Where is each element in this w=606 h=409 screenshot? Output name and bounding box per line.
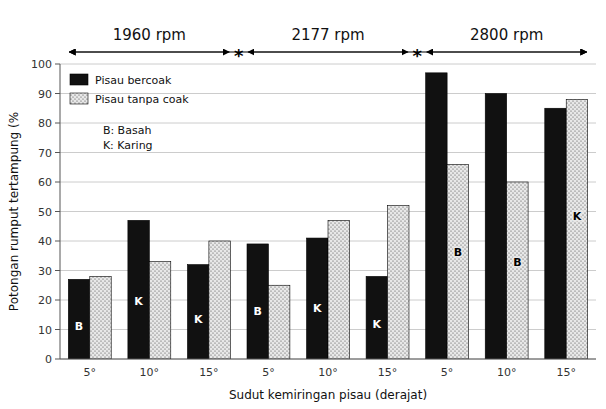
bar bbox=[209, 241, 230, 359]
bar bbox=[128, 220, 149, 359]
span-arrow bbox=[69, 52, 586, 53]
bar-label: K bbox=[194, 313, 203, 326]
y-tick bbox=[55, 241, 60, 242]
bar bbox=[247, 244, 268, 359]
y-tick-label: 80 bbox=[38, 117, 52, 130]
group-separator: * bbox=[413, 45, 423, 66]
annotation: B: Basah K: Karing bbox=[103, 124, 153, 152]
y-tick bbox=[55, 152, 60, 153]
bar bbox=[187, 265, 208, 359]
bar-label: K bbox=[134, 295, 143, 308]
bar-label: B bbox=[454, 246, 462, 259]
y-axis-label: Potongan rumput tertampung (% bbox=[7, 112, 21, 311]
bar bbox=[507, 182, 528, 359]
bar-label: K bbox=[373, 318, 382, 331]
y-tick-label: 90 bbox=[38, 88, 52, 101]
legend-swatch bbox=[70, 74, 88, 85]
y-tick-label: 60 bbox=[38, 176, 52, 189]
bar bbox=[307, 238, 328, 359]
y-tick bbox=[55, 329, 60, 330]
y-axis bbox=[60, 64, 61, 359]
y-tick-label: 0 bbox=[45, 353, 52, 366]
y-tick-label: 100 bbox=[31, 58, 52, 71]
x-tick-label: 15° bbox=[556, 366, 576, 379]
legend-label: Pisau bercoak bbox=[95, 74, 172, 87]
group-label: 1960 rpm bbox=[113, 26, 186, 44]
x-axis-label: Sudut kemiringan pisau (derajat) bbox=[229, 388, 427, 402]
group-arrow bbox=[69, 52, 229, 53]
grid: 0 10 20 30 40 50 60 70 80 90 100 bbox=[31, 58, 596, 366]
bar bbox=[485, 94, 506, 360]
grid-line bbox=[60, 152, 596, 153]
bar bbox=[566, 99, 587, 359]
x-tick-label: 10° bbox=[140, 366, 160, 379]
y-tick bbox=[55, 211, 60, 212]
y-tick-label: 10 bbox=[38, 324, 52, 337]
bar bbox=[366, 276, 387, 359]
y-tick bbox=[55, 123, 60, 124]
legend-label: Pisau tanpa coak bbox=[95, 93, 189, 106]
x-axis bbox=[60, 359, 596, 360]
y-tick bbox=[55, 182, 60, 183]
x-tick-label: 5° bbox=[262, 366, 275, 379]
bar bbox=[328, 220, 349, 359]
legend-swatch bbox=[70, 93, 88, 104]
bar bbox=[149, 262, 170, 359]
annotation-line: K: Karing bbox=[103, 139, 153, 152]
bar bbox=[90, 276, 111, 359]
bars bbox=[68, 73, 587, 359]
bar-label: B bbox=[254, 305, 262, 318]
y-tick bbox=[55, 300, 60, 301]
x-tick-label: 5° bbox=[84, 366, 97, 379]
grid-line bbox=[60, 64, 596, 65]
x-tick-label: 5° bbox=[441, 366, 454, 379]
bar bbox=[268, 285, 289, 359]
bar bbox=[426, 73, 447, 359]
y-tick bbox=[55, 64, 60, 65]
x-tick-label: 15° bbox=[199, 366, 219, 379]
y-tick-label: 40 bbox=[38, 235, 52, 248]
chart: 0 10 20 30 40 50 60 70 80 90 100 B K K B K K B B K 5° 10° 15° 5… bbox=[0, 0, 606, 409]
group-arrows: 1960 rpm 2177 rpm 2800 rpm * * bbox=[69, 26, 586, 66]
x-tick-label: 15° bbox=[378, 366, 398, 379]
bar-label: K bbox=[313, 302, 322, 315]
group-label: 2177 rpm bbox=[291, 26, 364, 44]
bar bbox=[68, 279, 89, 359]
y-tick bbox=[55, 359, 60, 360]
x-tick-label: 10° bbox=[318, 366, 338, 379]
group-arrow bbox=[427, 52, 587, 53]
bar bbox=[447, 164, 468, 359]
legend: Pisau bercoak Pisau tanpa coak bbox=[70, 74, 189, 106]
bar bbox=[388, 206, 409, 359]
bar-labels: B K K B K K B B K bbox=[75, 210, 582, 332]
x-tick-label: 10° bbox=[497, 366, 517, 379]
y-tick-label: 20 bbox=[38, 294, 52, 307]
group-arrow bbox=[248, 52, 408, 53]
group-separator: * bbox=[234, 45, 244, 66]
y-tick-label: 50 bbox=[38, 206, 52, 219]
bar-label: K bbox=[573, 210, 582, 223]
bar bbox=[545, 108, 566, 359]
y-tick-label: 30 bbox=[38, 265, 52, 278]
grid-line bbox=[60, 359, 596, 360]
bar-label: B bbox=[75, 320, 83, 333]
y-tick bbox=[55, 93, 60, 94]
y-tick-label: 70 bbox=[38, 147, 52, 160]
annotation-line: B: Basah bbox=[103, 124, 152, 137]
group-label: 2800 rpm bbox=[470, 26, 543, 44]
bar-label: B bbox=[513, 256, 521, 269]
y-tick bbox=[55, 270, 60, 271]
